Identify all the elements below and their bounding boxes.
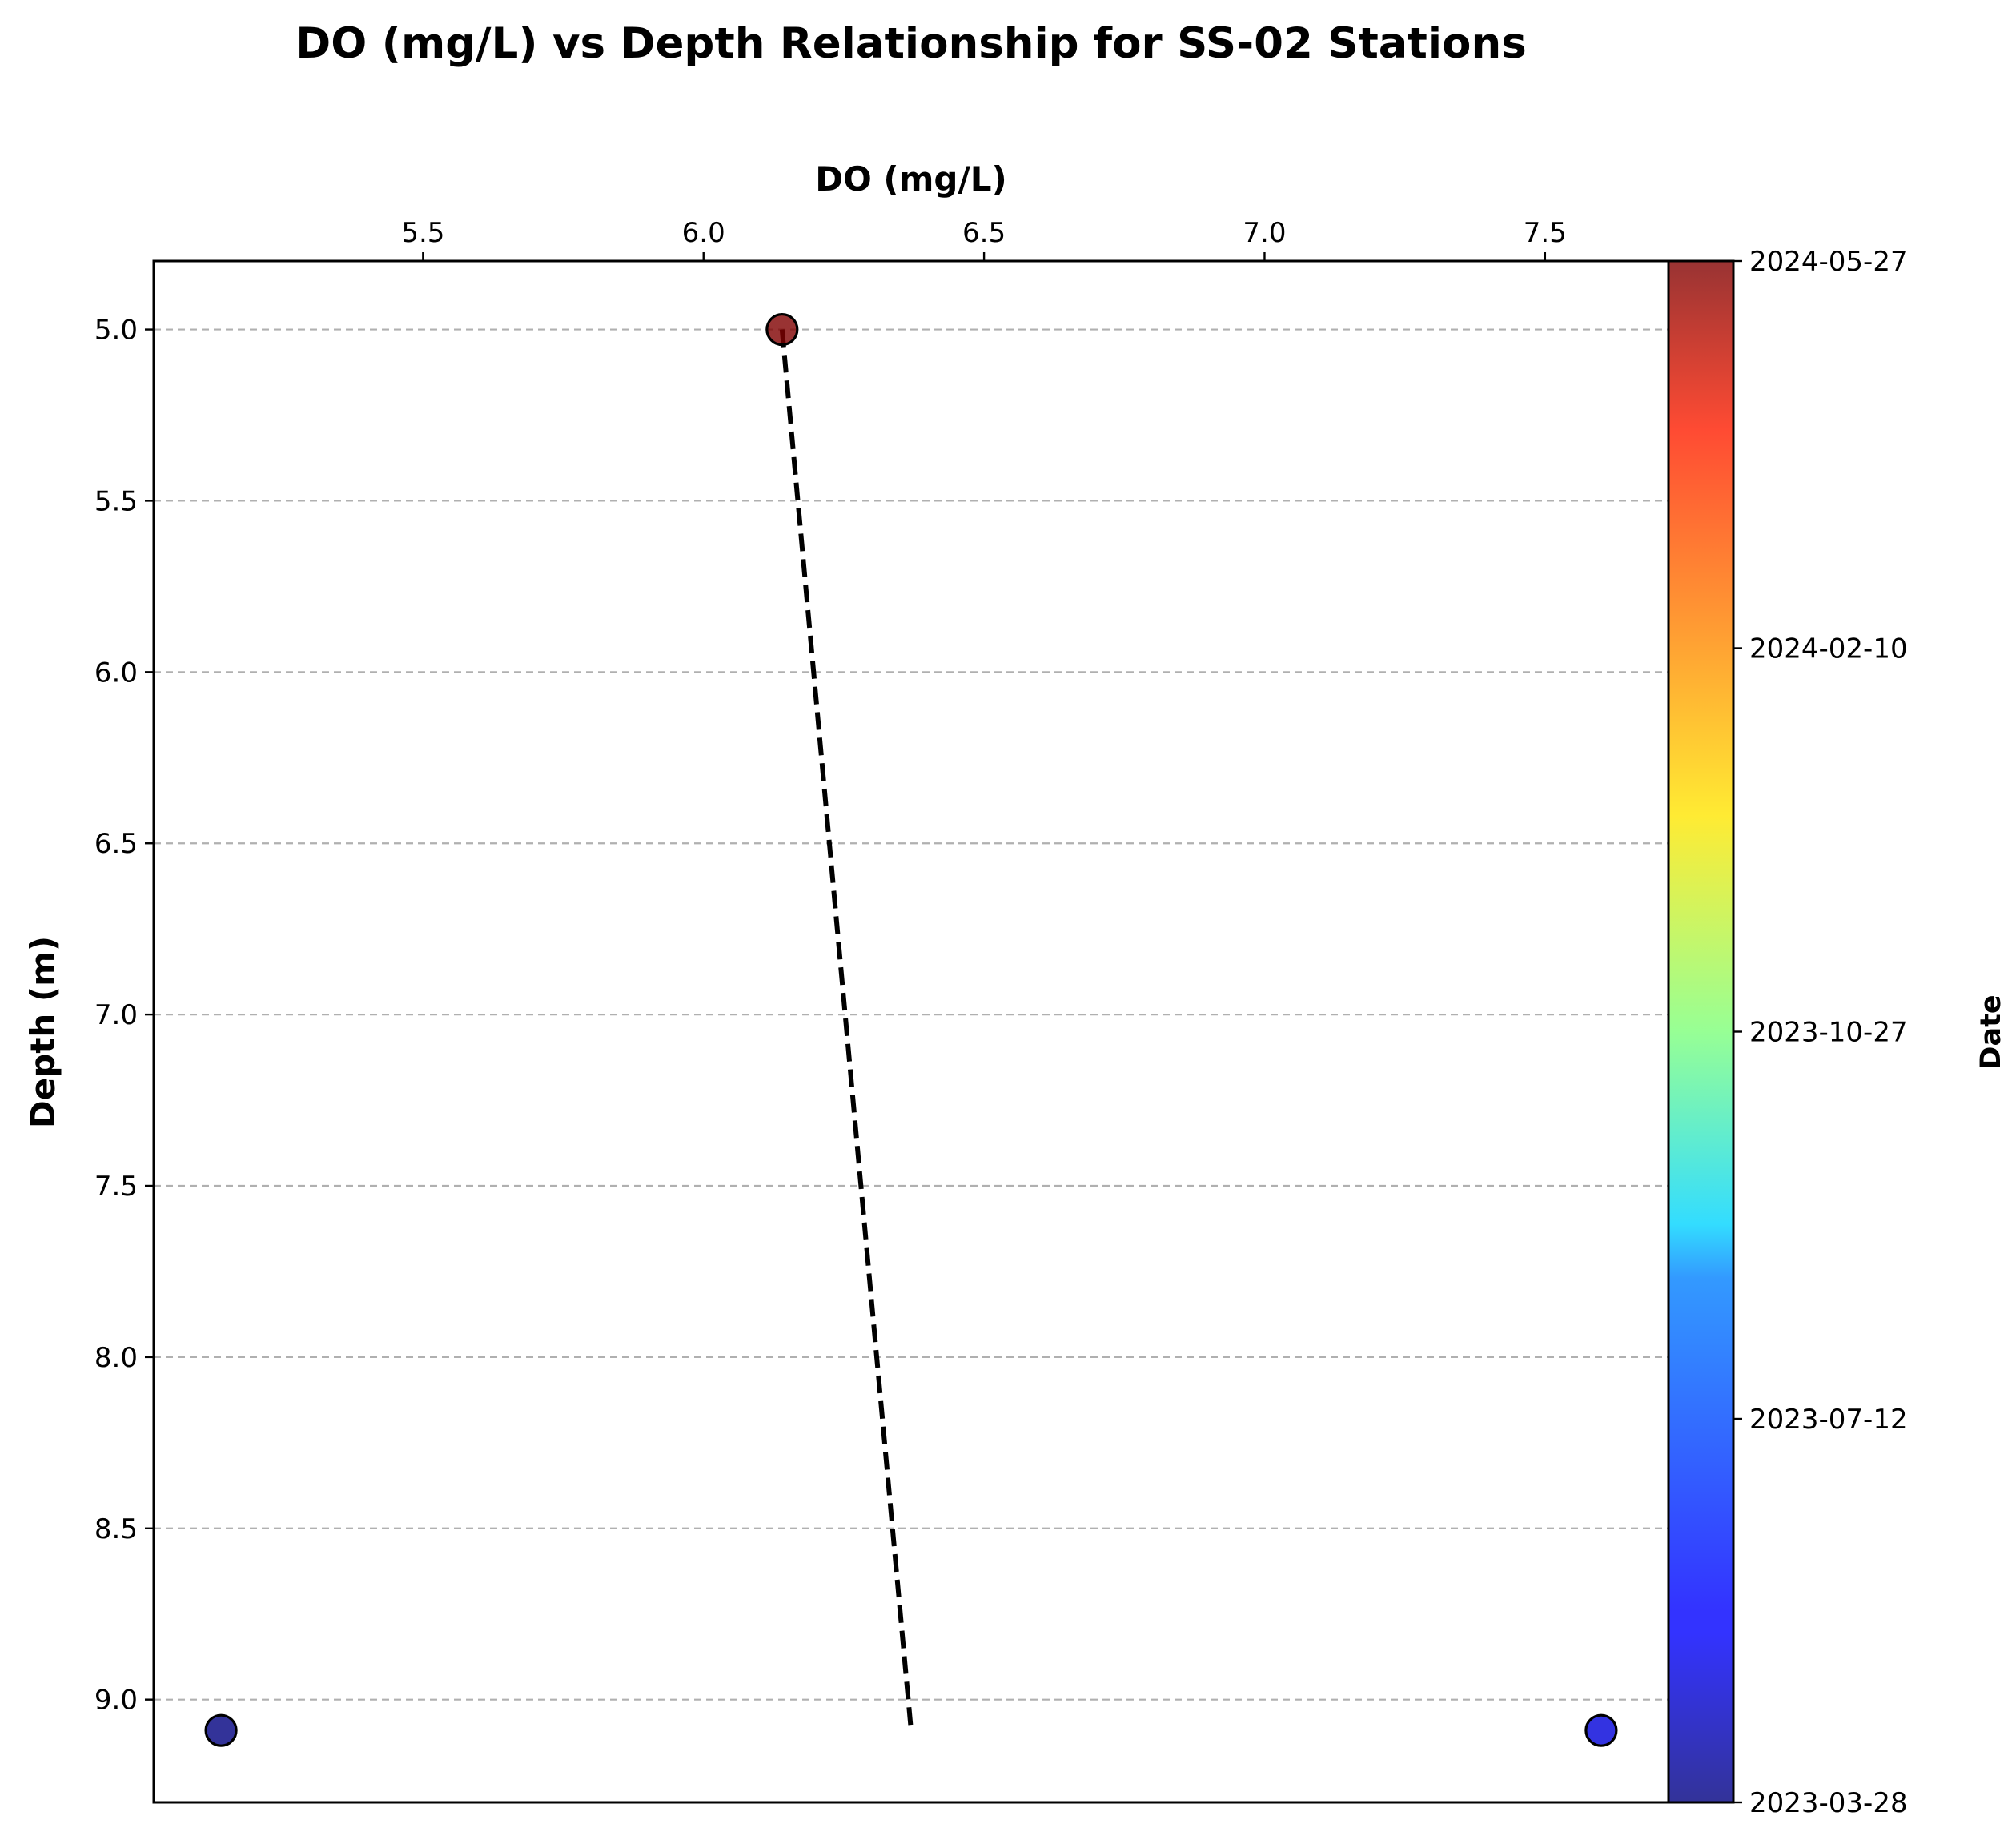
- y-tick-label: 6.5: [94, 828, 138, 860]
- scatter-point: [204, 1713, 238, 1747]
- scatter-point: [1584, 1713, 1618, 1747]
- colorbar-tick-label: 2024-05-27: [1749, 246, 1908, 278]
- chart-title: DO (mg/L) vs Depth Relationship for SS-0…: [295, 19, 1527, 68]
- colorbar-tick-label: 2023-10-27: [1749, 1017, 1908, 1049]
- trend-line-group: [779, 329, 914, 1731]
- colorbar-label: Date: [1975, 994, 2007, 1069]
- y-axis-ticks: 5.0 5.5 6.0 6.5 7.0 7.5 8.0 8.5 9.0: [94, 315, 154, 1717]
- plot-area-frame: [152, 259, 1670, 1804]
- x-tick-label: 7.0: [1243, 217, 1286, 249]
- colorbar-tick-label: 2023-07-12: [1749, 1404, 1908, 1436]
- colorbar-tick-label: 2024-02-10: [1749, 633, 1908, 665]
- x-tick-label: 5.5: [401, 217, 444, 249]
- y-tick-label: 5.0: [94, 315, 138, 347]
- y-tick-label: 7.5: [94, 1171, 138, 1203]
- data-points: [204, 312, 1618, 1747]
- colorbar: [1667, 259, 1735, 1804]
- y-axis-label: Depth (m): [23, 936, 62, 1128]
- y-tick-label: 8.0: [94, 1342, 138, 1374]
- trend-line: [779, 329, 914, 1731]
- y-tick-label: 5.5: [94, 485, 138, 517]
- scatter-point: [765, 312, 799, 347]
- gridlines: [154, 328, 1669, 1701]
- x-tick-label: 6.0: [682, 217, 725, 249]
- colorbar-ticks: 2023-03-28 2023-07-12 2023-10-27 2024-02-10…: [1733, 246, 1908, 1819]
- x-axis-ticks: 5.5 6.0 6.5 7.0 7.5: [401, 217, 1567, 261]
- colorbar-tick-label: 2023-03-28: [1749, 1787, 1908, 1819]
- y-tick-label: 7.0: [94, 999, 138, 1031]
- x-tick-label: 7.5: [1524, 217, 1567, 249]
- y-tick-label: 9.0: [94, 1685, 138, 1717]
- y-tick-label: 8.5: [94, 1513, 138, 1545]
- x-axis-label: DO (mg/L): [815, 159, 1007, 199]
- y-tick-label: 6.0: [94, 657, 138, 689]
- x-tick-label: 6.5: [962, 217, 1006, 249]
